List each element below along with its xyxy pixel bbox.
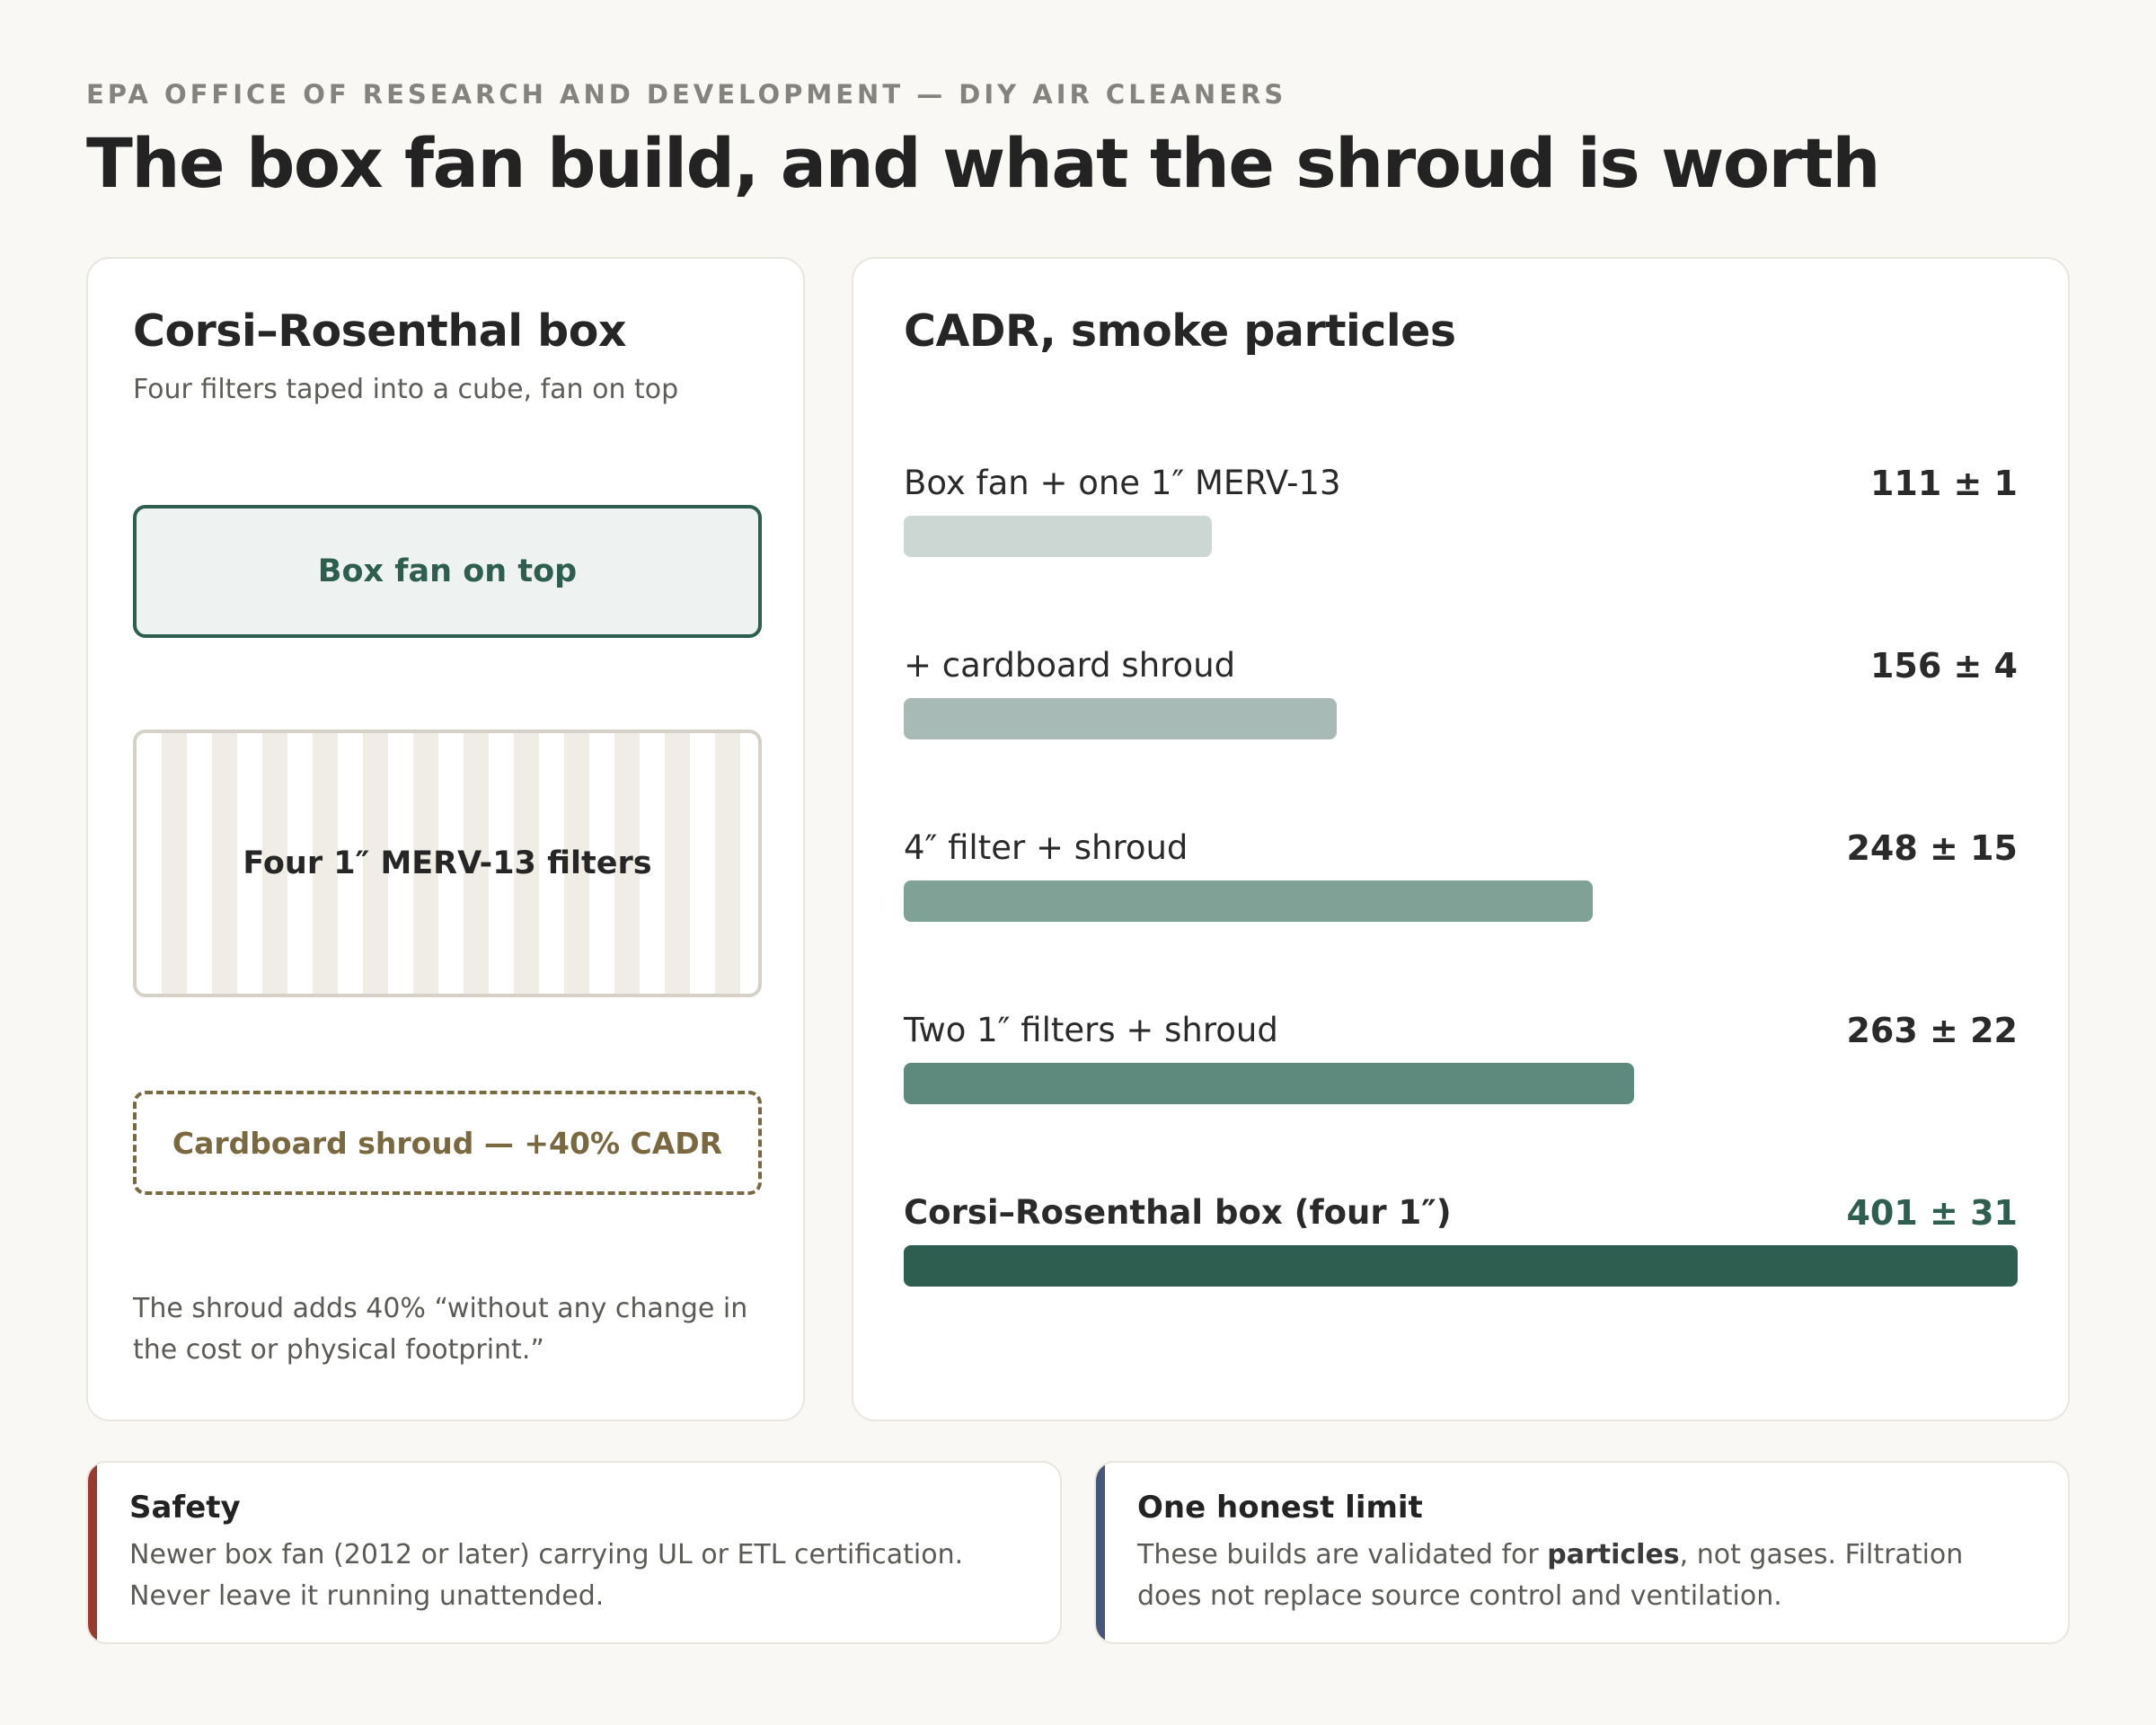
bar-row: 4″ filter + shroud 248 ± 15 [904, 828, 2018, 936]
page-kicker: EPA OFFICE OF RESEARCH AND DEVELOPMENT —… [86, 79, 1287, 110]
bar-value-label: 263 ± 22 [1846, 1011, 2018, 1050]
bar [904, 516, 1212, 557]
bar-row: + cardboard shroud 156 ± 4 [904, 646, 2018, 754]
bar-track [904, 516, 2018, 557]
limit-body: These builds are validated for particles… [1137, 1535, 2036, 1617]
bar-label: + cardboard shroud [904, 646, 1236, 685]
safety-title: Safety [129, 1490, 241, 1526]
filters-label: Four 1″ MERV-13 filters [243, 845, 652, 881]
limit-title: One honest limit [1137, 1490, 1423, 1526]
page-title: The box fan build, and what the shroud i… [86, 123, 1880, 203]
diagram-card-title: Corsi–Rosenthal box [133, 305, 627, 357]
bar-track [904, 698, 2018, 739]
bar-track [904, 1245, 2018, 1287]
shroud-label: Cardboard shroud — +40% CADR [172, 1125, 723, 1161]
bar-label: Two 1″ filters + shroud [904, 1011, 1278, 1049]
box-fan-block: Box fan on top [133, 505, 762, 638]
bar [904, 1063, 1634, 1104]
bar-track [904, 1063, 2018, 1104]
diagram-card: Corsi–Rosenthal box Four filters taped i… [86, 257, 805, 1421]
safety-body: Newer box fan (2012 or later) carrying U… [129, 1539, 964, 1612]
limit-accent-stripe [1096, 1463, 1105, 1642]
chart-title: CADR, smoke particles [904, 305, 1456, 357]
box-fan-label: Box fan on top [317, 553, 578, 589]
bar-label: Corsi–Rosenthal box (four 1″) [904, 1193, 1452, 1232]
safety-accent-stripe [88, 1463, 97, 1642]
limit-body-after: , not gases. Filtration does not replace… [1137, 1539, 1964, 1612]
safety-callout: Safety Newer box fan (2012 or later) car… [86, 1461, 1062, 1644]
shroud-note: The shroud adds 40% “without any change … [133, 1293, 748, 1366]
bar-label: 4″ filter + shroud [904, 828, 1188, 867]
bar-value-label: 156 ± 4 [1869, 646, 2018, 686]
diagram-card-subtitle: Four filters taped into a cube, fan on t… [133, 374, 679, 405]
bar [904, 1245, 2018, 1287]
bar-row: Corsi–Rosenthal box (four 1″) 401 ± 31 [904, 1193, 2018, 1301]
bar-row: Two 1″ filters + shroud 263 ± 22 [904, 1011, 2018, 1119]
bar [904, 880, 1593, 922]
bar-value-label: 248 ± 15 [1846, 828, 2018, 868]
bar-value-label: 111 ± 1 [1869, 464, 2018, 503]
bar-value-label: 401 ± 31 [1846, 1193, 2018, 1233]
bar [904, 698, 1337, 739]
limit-body-bold: particles [1547, 1539, 1680, 1570]
bar-row: Box fan + one 1″ MERV-13 111 ± 1 [904, 464, 2018, 571]
filters-block: Four 1″ MERV-13 filters [133, 730, 762, 997]
chart-card: CADR, smoke particles Box fan + one 1″ M… [852, 257, 2070, 1421]
bar-label: Box fan + one 1″ MERV-13 [904, 464, 1341, 502]
limit-callout: One honest limit These builds are valida… [1094, 1461, 2070, 1644]
bar-track [904, 880, 2018, 922]
limit-body-before: These builds are validated for [1137, 1539, 1548, 1570]
shroud-block: Cardboard shroud — +40% CADR [133, 1091, 762, 1195]
